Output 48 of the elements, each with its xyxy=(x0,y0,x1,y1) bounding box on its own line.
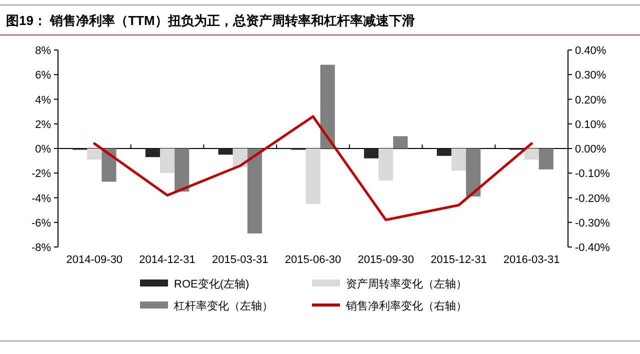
x-tick-label: 2015-03-31 xyxy=(212,254,268,266)
legend-label: 杠杆率变化（左轴） xyxy=(173,300,273,312)
bar xyxy=(102,148,116,182)
y-tick-label: 4% xyxy=(35,94,52,106)
bar xyxy=(174,148,190,192)
bar xyxy=(393,136,408,148)
bar xyxy=(145,148,160,158)
bar xyxy=(247,148,262,234)
bar xyxy=(218,148,233,155)
y2-tick-label: -0.20% xyxy=(575,192,610,205)
bar xyxy=(466,148,481,197)
bar xyxy=(538,148,554,170)
x-tick-label: 2015-06-30 xyxy=(284,254,342,266)
y-tick-label: 2% xyxy=(35,118,52,131)
bar xyxy=(378,148,394,181)
legend-label: ROE变化(左轴) xyxy=(174,278,250,290)
y-tick-label: -6% xyxy=(31,217,52,230)
y-tick-label: 8% xyxy=(35,45,52,57)
y2-tick-label: 0.40% xyxy=(575,45,606,57)
x-tick-label: 2014-09-30 xyxy=(66,254,123,266)
y-tick-label: 0% xyxy=(35,144,52,156)
legend-label: 销售净利率变化（右轴） xyxy=(345,300,467,312)
bar xyxy=(436,148,452,156)
bar xyxy=(306,148,320,204)
y2-tick-label: 0.10% xyxy=(575,118,606,131)
y-tick-label: 6% xyxy=(35,70,52,82)
y2-tick-label: 0.30% xyxy=(575,70,606,82)
y-tick-label: -8% xyxy=(31,242,52,254)
y2-tick-label: -0.40% xyxy=(575,242,610,254)
y-tick-label: -2% xyxy=(31,168,52,180)
x-tick-label: 2015-12-31 xyxy=(430,254,487,266)
x-tick-label: 2016-03-31 xyxy=(503,254,560,266)
y2-tick-label: 0.20% xyxy=(575,94,606,106)
y2-tick-label: -0.30% xyxy=(575,217,610,230)
y-tick-label: -4% xyxy=(31,192,52,205)
y2-tick-label: -0.10% xyxy=(575,168,610,180)
legend-label: 资产周转率变化（左轴） xyxy=(346,278,467,290)
bar xyxy=(451,148,466,171)
x-tick-label: 2015-09-30 xyxy=(358,254,414,266)
y2-tick-label: 0.00% xyxy=(575,144,606,156)
x-tick-label: 2014-12-31 xyxy=(139,254,196,266)
bar xyxy=(87,148,102,160)
bar xyxy=(320,64,335,148)
bar xyxy=(160,148,175,174)
bar xyxy=(364,148,379,158)
line-series xyxy=(93,115,533,222)
bar xyxy=(524,148,539,160)
chart-title: 图19： 销售净利率（TTM）扭负为正，总资产周转率和杠杆率减速下滑 xyxy=(6,13,415,28)
